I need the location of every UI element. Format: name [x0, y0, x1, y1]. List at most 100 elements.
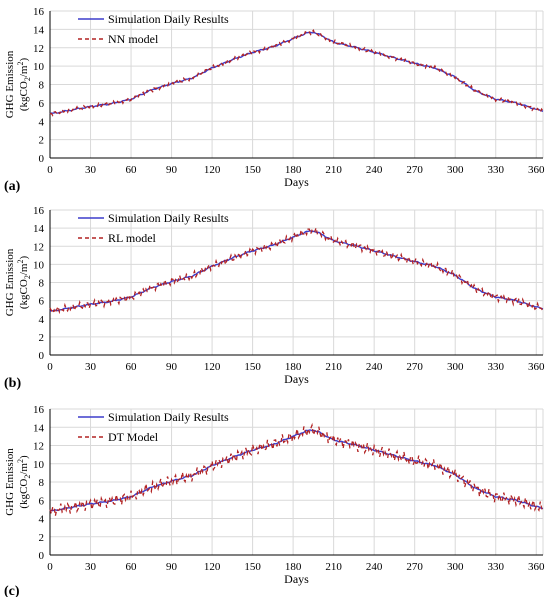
x-tick-label: 90 — [166, 561, 178, 573]
y-tick-label: 4 — [39, 514, 45, 526]
x-tick-label: 270 — [406, 164, 423, 176]
chart-panel-1: 0 2 4 6 8 10 12 14 16 0 30 60 90 120 150 180 210 240 270 30… — [4, 6, 545, 194]
x-tick-label: 300 — [447, 361, 464, 373]
y-tick-label: 2 — [39, 135, 45, 147]
legend-label-model: RL model — [108, 231, 157, 245]
y-tick-label: 10 — [33, 61, 45, 73]
x-tick-label: 240 — [366, 164, 383, 176]
y-axis-label-line2: (kgCO2/m2) — [16, 455, 32, 509]
x-tick-label: 180 — [285, 561, 302, 573]
y-tick-label: 8 — [39, 477, 45, 489]
y-axis-label-subscript: 2 — [23, 77, 32, 81]
x-tick-label: 180 — [285, 361, 302, 373]
x-axis-label: Days — [284, 175, 309, 189]
series-model-line — [49, 422, 544, 517]
legend-label-simulation: Simulation Daily Results — [108, 211, 229, 225]
x-axis-label: Days — [284, 372, 309, 386]
x-axis-label: Days — [284, 572, 309, 586]
y-tick-label: 12 — [33, 441, 44, 453]
x-tick-label: 0 — [47, 361, 53, 373]
panel-label: (b) — [4, 376, 21, 391]
y-axis-label-part: (kgCO — [18, 279, 30, 309]
x-tick-label: 60 — [126, 164, 138, 176]
y-axis-label-part: /m — [18, 263, 30, 275]
y-axis-label-line2: (kgCO2/m2) — [16, 58, 32, 112]
legend-label-model: NN model — [108, 32, 159, 46]
x-tick-label: 60 — [126, 561, 138, 573]
y-tick-label: 0 — [39, 350, 45, 362]
x-tick-label: 0 — [47, 561, 53, 573]
panel-label: (c) — [4, 584, 20, 597]
y-axis-label-subscript: 2 — [23, 475, 32, 479]
y-axis-label-part: ) — [18, 455, 30, 459]
y-tick-label: 16 — [33, 6, 45, 18]
y-tick-label: 0 — [39, 153, 45, 165]
x-tick-label: 240 — [366, 561, 383, 573]
y-axis-label-line2: (kgCO2/m2) — [16, 256, 32, 310]
panel-label: (a) — [4, 179, 21, 194]
y-tick-label: 6 — [39, 98, 45, 110]
y-tick-label: 12 — [33, 43, 44, 55]
y-tick-label: 16 — [33, 404, 45, 416]
x-tick-label: 120 — [204, 164, 221, 176]
y-tick-label: 8 — [39, 80, 45, 92]
y-tick-label: 16 — [33, 205, 45, 217]
y-tick-label: 8 — [39, 278, 45, 290]
x-tick-label: 120 — [204, 561, 221, 573]
y-tick-label: 6 — [39, 296, 45, 308]
x-tick-label: 330 — [487, 361, 504, 373]
y-tick-label: 0 — [39, 550, 45, 562]
y-tick-label: 2 — [39, 332, 45, 344]
series-model-line — [49, 29, 544, 117]
x-tick-label: 360 — [528, 561, 545, 573]
x-tick-label: 0 — [47, 164, 53, 176]
x-tick-label: 240 — [366, 361, 383, 373]
legend-label-model: DT Model — [108, 430, 159, 444]
y-axis-label-part: /m — [18, 463, 30, 475]
chart-panel-2: 0 2 4 6 8 10 12 14 16 0 30 60 90 120 150 180 210 240 270 30… — [4, 205, 545, 391]
y-tick-label: 14 — [33, 223, 45, 235]
x-tick-label: 210 — [325, 361, 342, 373]
x-tick-label: 360 — [528, 361, 545, 373]
y-tick-label: 6 — [39, 495, 45, 507]
y-axis-label-line1: GHG Emission — [4, 248, 16, 316]
x-tick-label: 150 — [244, 361, 261, 373]
x-tick-label: 180 — [285, 164, 302, 176]
y-axis-label-line1: GHG Emission — [4, 448, 16, 516]
y-axis-label-part: (kgCO — [18, 81, 30, 111]
legend-label-simulation: Simulation Daily Results — [108, 12, 229, 26]
y-tick-label: 14 — [33, 422, 45, 434]
legend-label-simulation: Simulation Daily Results — [108, 410, 229, 424]
x-tick-label: 270 — [406, 561, 423, 573]
x-tick-label: 90 — [166, 164, 178, 176]
x-tick-label: 360 — [528, 164, 545, 176]
y-tick-label: 12 — [33, 241, 44, 253]
chart-panel-3: 0 2 4 6 8 10 12 14 16 0 30 60 90 120 150 180 210 240 270 30… — [4, 404, 545, 597]
y-axis-label-part: ) — [18, 58, 30, 62]
x-tick-label: 270 — [406, 361, 423, 373]
x-tick-label: 300 — [447, 164, 464, 176]
y-tick-label: 10 — [33, 459, 45, 471]
y-axis-label-superscript: 2 — [16, 62, 25, 66]
x-tick-label: 120 — [204, 361, 221, 373]
x-tick-label: 210 — [325, 561, 342, 573]
y-axis-label-part: (kgCO — [18, 479, 30, 509]
y-axis-label-part: ) — [18, 256, 30, 260]
series-model-line — [49, 225, 544, 315]
y-tick-label: 2 — [39, 532, 45, 544]
x-tick-label: 150 — [244, 561, 261, 573]
x-tick-label: 330 — [487, 164, 504, 176]
x-tick-label: 330 — [487, 561, 504, 573]
x-tick-label: 60 — [126, 361, 138, 373]
x-tick-label: 30 — [85, 164, 97, 176]
y-tick-label: 4 — [39, 116, 45, 128]
y-axis-label-subscript: 2 — [23, 275, 32, 279]
x-tick-label: 90 — [166, 361, 178, 373]
y-tick-label: 10 — [33, 259, 45, 271]
y-tick-label: 4 — [39, 314, 45, 326]
x-tick-label: 30 — [85, 361, 97, 373]
x-tick-label: 210 — [325, 164, 342, 176]
x-tick-label: 30 — [85, 561, 97, 573]
y-tick-label: 14 — [33, 24, 45, 36]
